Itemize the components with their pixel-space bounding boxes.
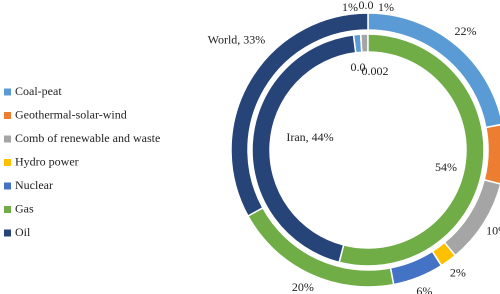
ring-slice bbox=[251, 34, 357, 264]
legend-swatch bbox=[4, 159, 11, 166]
legend-swatch bbox=[4, 229, 11, 237]
value-label: Iran, 44% bbox=[286, 130, 333, 144]
legend-label: Gas bbox=[15, 201, 34, 215]
value-label: 0.0 bbox=[359, 0, 374, 12]
ring-slice bbox=[230, 12, 369, 218]
legend-label: Coal-peat bbox=[15, 84, 62, 98]
value-label: World, 33% bbox=[208, 32, 266, 46]
legend-swatch bbox=[4, 88, 11, 96]
legend-label: Nuclear bbox=[15, 178, 53, 192]
ring-slice bbox=[359, 33, 369, 53]
value-label: 10% bbox=[486, 224, 500, 238]
legend-label: Comb of renewable and waste bbox=[15, 131, 160, 145]
value-label: 20% bbox=[292, 280, 314, 294]
ring-slice bbox=[483, 124, 500, 185]
legend-swatch bbox=[4, 112, 11, 119]
value-label: 2% bbox=[450, 266, 466, 280]
value-label: 6% bbox=[416, 284, 432, 294]
legend-swatch bbox=[4, 135, 11, 143]
legend-swatch bbox=[4, 182, 11, 190]
legend-label: Hydro power bbox=[15, 154, 79, 168]
legend-label: Oil bbox=[15, 225, 31, 239]
value-label: 54% bbox=[435, 160, 457, 174]
value-label: 1% bbox=[342, 0, 358, 14]
legend-swatch bbox=[4, 206, 11, 213]
value-label: 0.0 bbox=[351, 60, 366, 74]
legend-label: Geothermal-solar-wind bbox=[15, 107, 127, 121]
value-label: 0.002 bbox=[362, 64, 389, 78]
value-label: 22% bbox=[455, 24, 477, 38]
value-label: 1% bbox=[378, 0, 394, 14]
